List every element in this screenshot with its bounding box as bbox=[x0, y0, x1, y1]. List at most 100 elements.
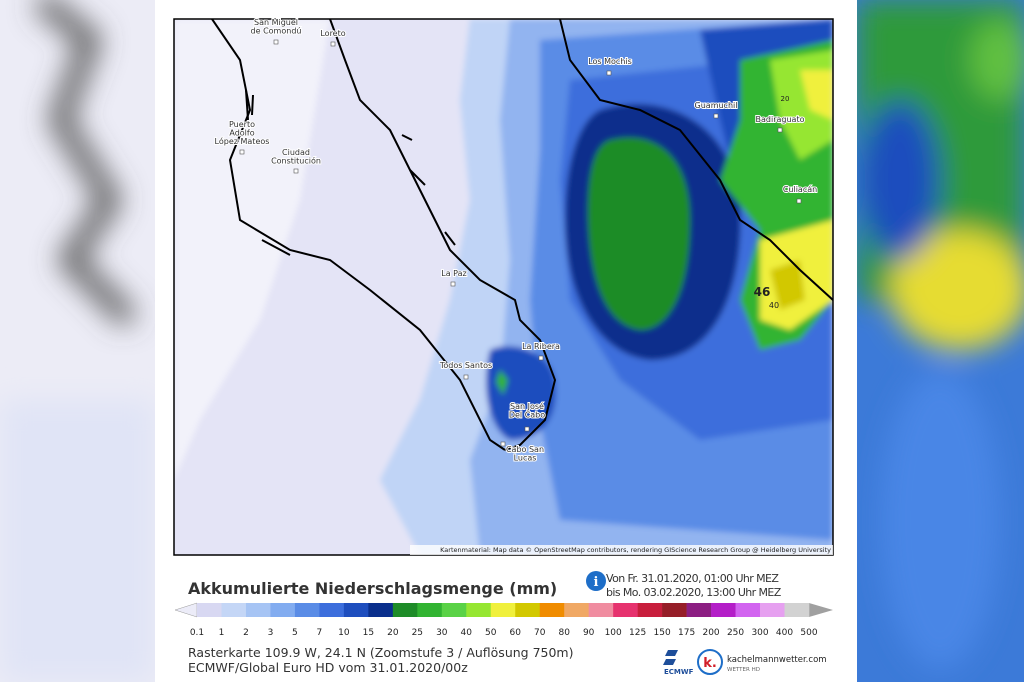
attribution: Kartenmaterial: Map data © OpenStreetMap… bbox=[440, 546, 831, 554]
kachelmann-logo: k. kachelmannwetter.com WETTER HD bbox=[697, 649, 827, 675]
city-label: Constitución bbox=[271, 156, 321, 166]
legend-label: 60 bbox=[510, 628, 522, 638]
period-to: bis Mo. 03.02.2020, 13:00 Uhr MEZ bbox=[606, 586, 782, 599]
city-label: de Comondú bbox=[251, 27, 302, 36]
city-marker bbox=[273, 39, 279, 45]
city-marker bbox=[239, 149, 245, 155]
city-marker bbox=[538, 355, 544, 361]
blurred-side-right bbox=[857, 0, 1024, 682]
city-label: La Ribera bbox=[522, 342, 560, 351]
city-marker bbox=[796, 198, 802, 204]
legend-swatch bbox=[515, 603, 541, 617]
city-marker bbox=[500, 441, 506, 447]
legend-arrow-right bbox=[809, 603, 833, 617]
legend-label: 90 bbox=[583, 628, 595, 638]
city-label: San Miguel bbox=[254, 18, 298, 27]
legend-label: 1 bbox=[219, 628, 225, 638]
legend-swatch bbox=[319, 603, 345, 617]
legend-swatch bbox=[417, 603, 443, 617]
legend-label: 150 bbox=[654, 628, 671, 638]
legend-label: 7 bbox=[317, 628, 323, 638]
legend-label: 400 bbox=[776, 628, 793, 638]
city-label: Ciudad bbox=[282, 148, 310, 157]
legend-swatch bbox=[466, 603, 492, 617]
legend-swatch bbox=[294, 603, 320, 617]
legend-label: 80 bbox=[558, 628, 570, 638]
legend-label: 50 bbox=[485, 628, 497, 638]
legend-label: 40 bbox=[461, 628, 473, 638]
city-marker bbox=[463, 374, 469, 380]
info-icon[interactable] bbox=[586, 571, 606, 591]
legend-swatch bbox=[760, 603, 785, 617]
city-label: Badiraguato bbox=[756, 115, 805, 124]
legend-swatch bbox=[270, 603, 296, 617]
legend-label: 25 bbox=[412, 628, 423, 638]
city-marker bbox=[777, 127, 783, 133]
legend-swatch bbox=[686, 603, 712, 617]
contour-label: 40 bbox=[769, 301, 779, 310]
map bbox=[174, 19, 833, 555]
legend-label: 15 bbox=[363, 628, 374, 638]
city-marker bbox=[330, 41, 336, 47]
ecmwf-text: ECMWF bbox=[664, 668, 694, 676]
city-label: Guamuchil bbox=[695, 101, 738, 110]
legend-label: 300 bbox=[751, 628, 768, 638]
legend-label: 200 bbox=[702, 628, 719, 638]
legend-swatch bbox=[539, 603, 565, 617]
legend-swatch bbox=[221, 603, 247, 617]
legend-title: Akkumulierte Niederschlagsmenge (mm) bbox=[188, 579, 557, 598]
legend-label: 0.1 bbox=[190, 628, 204, 638]
legend-swatch bbox=[197, 603, 222, 617]
city-label: Del Cabo bbox=[509, 411, 545, 420]
legend-label: 100 bbox=[605, 628, 622, 638]
footer-line1: Rasterkarte 109.9 W, 24.1 N (Zoomstufe 3… bbox=[188, 645, 574, 660]
city-label: Loreto bbox=[320, 29, 345, 38]
info-icon-glyph: i bbox=[594, 575, 599, 590]
legend-label: 10 bbox=[338, 628, 350, 638]
legend-label: 175 bbox=[678, 628, 695, 638]
legend-swatch bbox=[441, 603, 467, 617]
kachelmann-icon: k. bbox=[703, 656, 717, 671]
legend-label: 500 bbox=[800, 628, 817, 638]
blurred-side-left bbox=[0, 0, 155, 682]
contour-label: 46 bbox=[754, 285, 771, 299]
legend-label: 3 bbox=[268, 628, 274, 638]
coastline bbox=[211, 19, 833, 451]
legend-label: 125 bbox=[629, 628, 646, 638]
city-marker bbox=[293, 168, 299, 174]
city-label: Los Mochis bbox=[588, 57, 632, 66]
legend-swatch bbox=[343, 603, 369, 617]
legend-swatch bbox=[662, 603, 687, 617]
legend-swatch bbox=[245, 603, 271, 617]
legend-swatch bbox=[588, 603, 614, 617]
legend-label: 5 bbox=[292, 628, 298, 638]
city-marker bbox=[450, 281, 456, 287]
legend-swatch bbox=[711, 603, 736, 617]
legend-label: 250 bbox=[727, 628, 744, 638]
attribution-bg bbox=[410, 545, 833, 555]
footer-line2: ECMWF/Global Euro HD vom 31.01.2020/00z bbox=[188, 660, 468, 675]
city-label: San José bbox=[510, 401, 544, 411]
city-label: Puerto bbox=[229, 120, 255, 129]
legend-swatch bbox=[564, 603, 589, 617]
kachelmann-text: kachelmannwetter.com bbox=[727, 655, 827, 665]
period-from: Von Fr. 31.01.2020, 01:00 Uhr MEZ bbox=[606, 572, 779, 585]
legend-swatch bbox=[784, 603, 810, 617]
legend-swatch bbox=[613, 603, 638, 617]
legend-label: 20 bbox=[387, 628, 399, 638]
kachelmann-sub: WETTER HD bbox=[727, 667, 760, 673]
legend-label: 70 bbox=[534, 628, 546, 638]
ecmwf-logo: ECMWF bbox=[663, 650, 694, 676]
contour-label: 20 bbox=[781, 95, 790, 103]
city-marker bbox=[606, 70, 612, 76]
legend-swatch bbox=[735, 603, 761, 617]
city-marker bbox=[524, 426, 530, 432]
city-label: Adolfo bbox=[229, 129, 254, 138]
city-marker bbox=[713, 113, 719, 119]
legend-swatch bbox=[637, 603, 663, 617]
legend-swatch bbox=[490, 603, 516, 617]
legend-swatch bbox=[392, 603, 418, 617]
city-label: La Paz bbox=[441, 269, 466, 278]
city-label: Todos Santos bbox=[439, 361, 492, 370]
